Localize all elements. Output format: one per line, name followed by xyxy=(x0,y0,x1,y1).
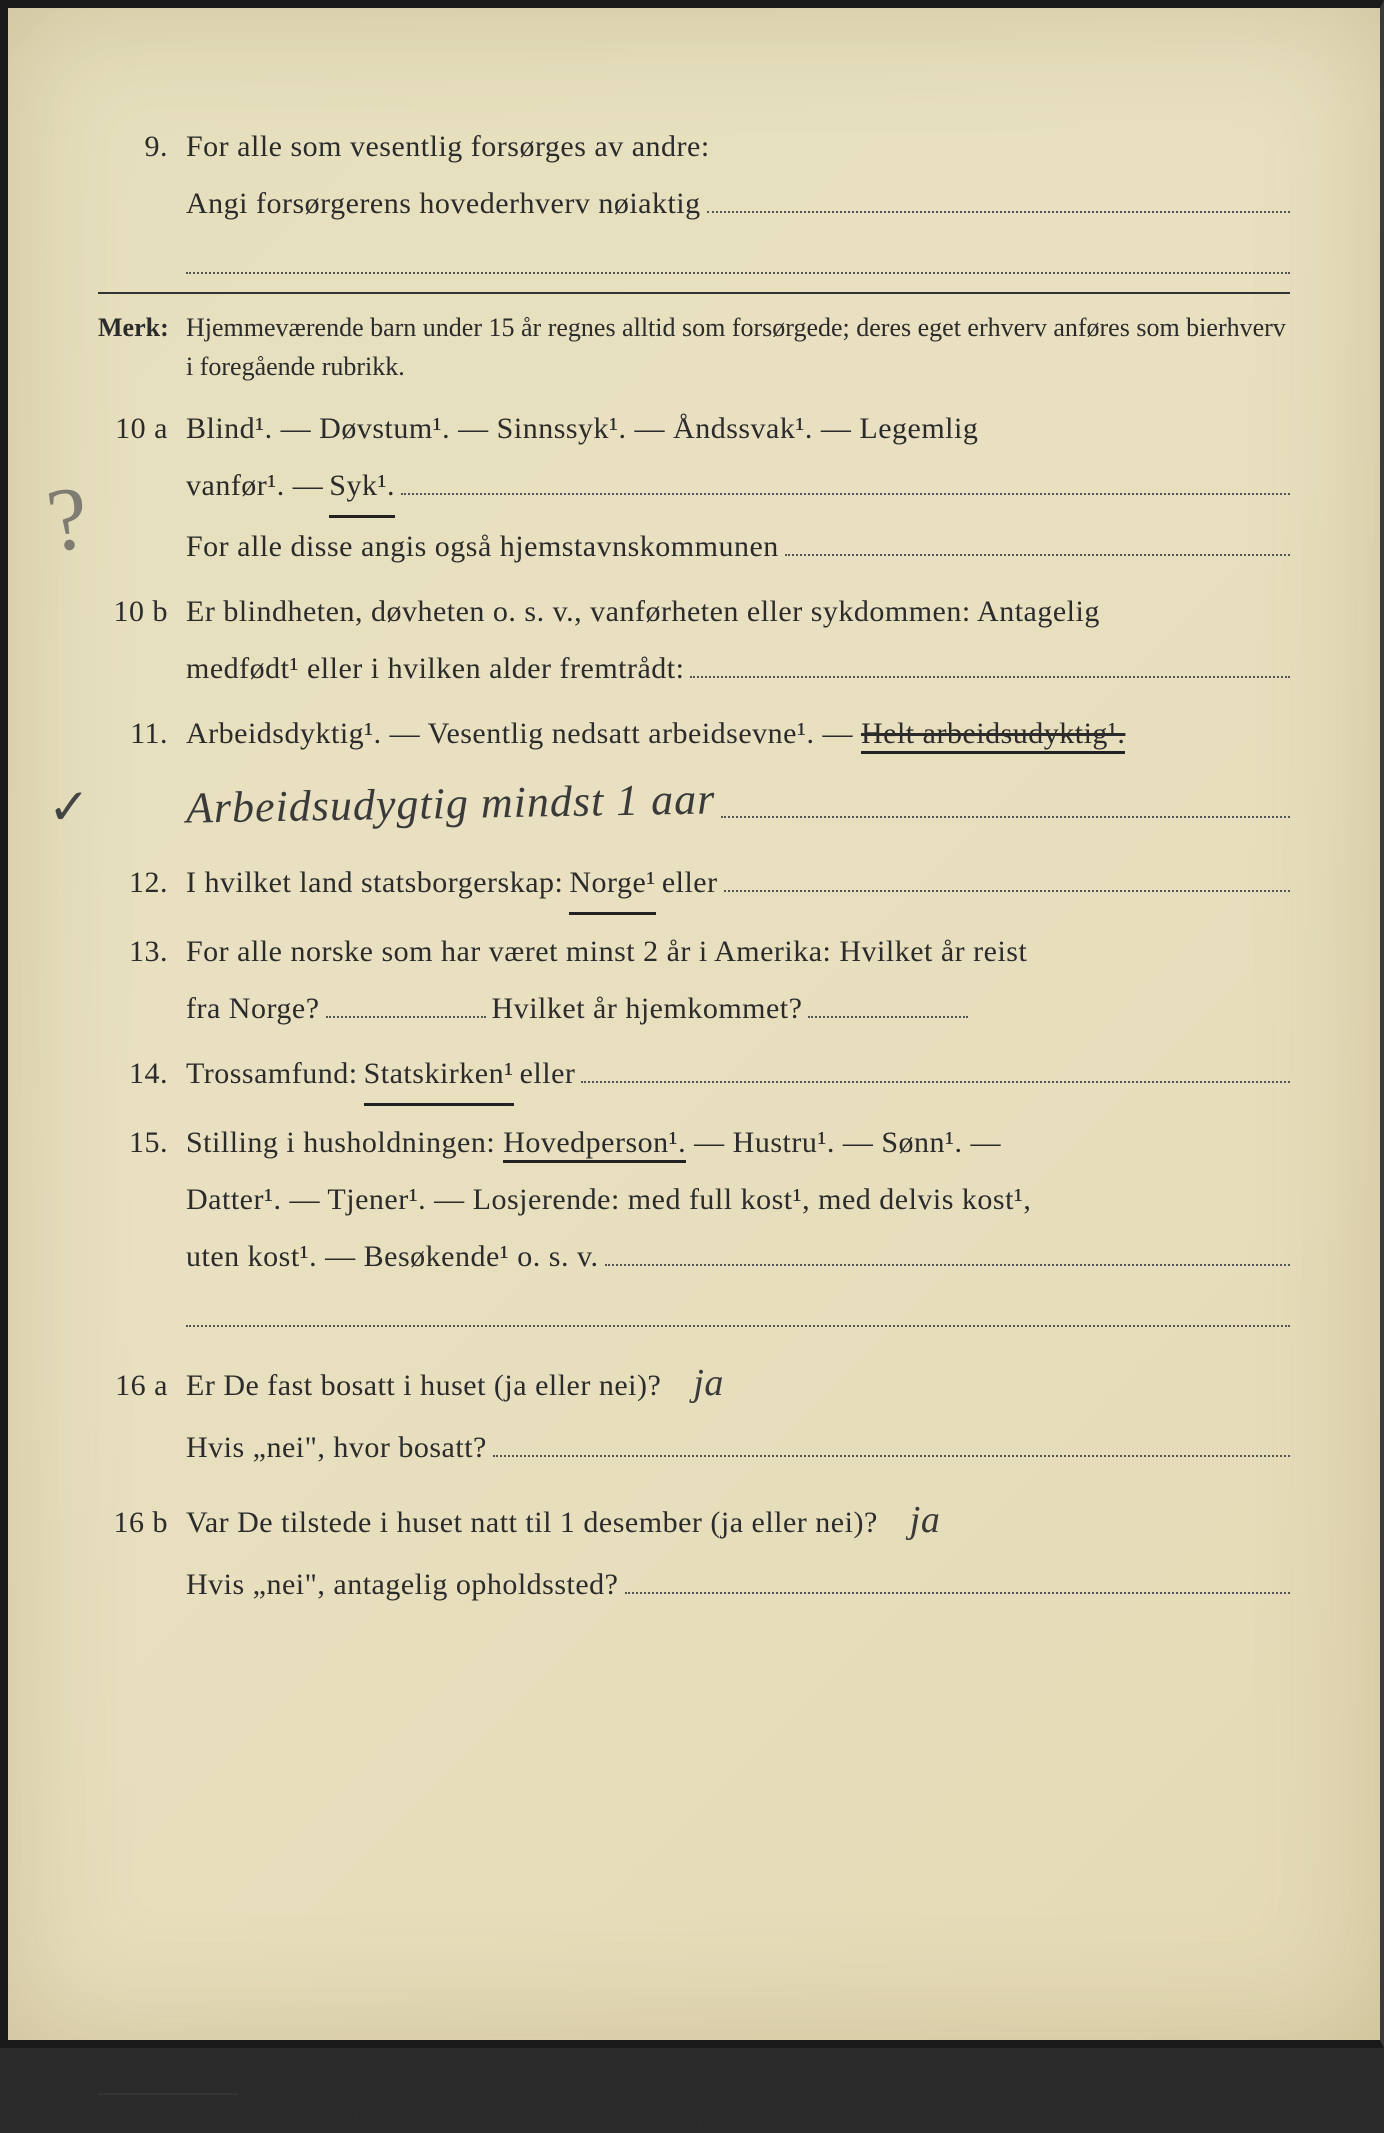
footnote: 1 Her kan svares ved tydelig understrekn… xyxy=(98,2101,1290,2133)
margin-scribble: ? xyxy=(41,466,95,574)
merk-text: Hjemmeværende barn under 15 år regnes al… xyxy=(186,308,1290,386)
footnote-text-a: Her kan svares ved xyxy=(119,2106,308,2132)
q10a-syk-selected: Syk¹. xyxy=(329,457,395,518)
q9-line1: For alle som vesentlig forsørges av andr… xyxy=(186,118,1290,175)
q13-line2b: Hvilket år hjemkommet? xyxy=(492,980,803,1037)
q11-handwritten-answer: Arbeidsudygtig mindst 1 aar xyxy=(185,757,716,850)
fill-line[interactable] xyxy=(785,524,1290,556)
fill-line[interactable] xyxy=(326,986,486,1018)
q11-struck-option: Helt arbeidsudyktig¹. xyxy=(861,717,1125,754)
note-merk: Merk: Hjemmeværende barn under 15 år reg… xyxy=(98,308,1290,386)
footnote-rule xyxy=(98,2093,238,2095)
q14-number: 14. xyxy=(98,1045,168,1102)
question-16a: 16 a Er De fast bosatt i huset (ja eller… xyxy=(98,1347,1290,1476)
q13-number: 13. xyxy=(98,923,168,980)
question-16b: 16 b Var De tilstede i huset natt til 1 … xyxy=(98,1484,1290,1613)
q16b-number: 16 b xyxy=(98,1494,168,1551)
q16a-number: 16 a xyxy=(98,1357,168,1414)
q13-line1: For alle norske som har været minst 2 år… xyxy=(186,923,1290,980)
question-10b: 10 b Er blindheten, døvheten o. s. v., v… xyxy=(98,583,1290,697)
q14-post: eller xyxy=(520,1045,576,1102)
q12-number: 12. xyxy=(98,854,168,911)
q10a-number: 10 a xyxy=(98,400,168,457)
q14-statskirken-selected: Statskirken¹ xyxy=(364,1045,514,1106)
q16a-answer: ja xyxy=(693,1347,724,1419)
fill-line[interactable] xyxy=(690,646,1290,678)
question-12: 12. I hvilket land statsborgerskap: Norg… xyxy=(98,854,1290,915)
q10b-line2: medfødt¹ eller i hvilken alder fremtrådt… xyxy=(186,640,684,697)
q13-line2a: fra Norge? xyxy=(186,980,320,1037)
q10b-number: 10 b xyxy=(98,583,168,640)
q15-line2: Datter¹. — Tjener¹. — Losjerende: med fu… xyxy=(186,1171,1290,1228)
fill-line[interactable] xyxy=(493,1425,1290,1457)
q12-pre: I hvilket land statsborgerskap: xyxy=(186,854,563,911)
question-13: 13. For alle norske som har været minst … xyxy=(98,923,1290,1037)
q10a-vanfor: vanfør¹. — xyxy=(186,457,323,514)
q9-line2: Angi forsørgerens hovederhverv nøiaktig xyxy=(186,175,701,232)
fill-line[interactable] xyxy=(721,786,1290,818)
q15-line3: uten kost¹. — Besøkende¹ o. s. v. xyxy=(186,1228,599,1285)
fill-line[interactable] xyxy=(605,1234,1290,1266)
q16a-question: Er De fast bosatt i huset (ja eller nei)… xyxy=(186,1357,661,1414)
q10a-options-line1: Blind¹. — Døvstum¹. — Sinnssyk¹. — Åndss… xyxy=(186,400,1290,457)
question-10a: 10 a Blind¹. — Døvstum¹. — Sinnssyk¹. — … xyxy=(98,400,1290,575)
q15-hovedperson-selected: Hovedperson¹. xyxy=(503,1126,686,1163)
q11-number: 11. xyxy=(98,705,168,762)
q10b-line1: Er blindheten, døvheten o. s. v., vanfør… xyxy=(186,583,1290,640)
q10a-line3: For alle disse angis også hjemstavnskomm… xyxy=(186,518,779,575)
fill-line[interactable] xyxy=(186,236,1290,274)
fill-line[interactable] xyxy=(401,463,1290,495)
q16b-question: Var De tilstede i huset natt til 1 desem… xyxy=(186,1494,878,1551)
q15-pre: Stilling i husholdningen: xyxy=(186,1126,503,1159)
fill-line[interactable] xyxy=(625,1562,1291,1594)
question-14: 14. Trossamfund: Statskirken¹ eller xyxy=(98,1045,1290,1106)
fill-line[interactable] xyxy=(707,181,1290,213)
footnote-number: 1 xyxy=(98,2101,107,2121)
divider xyxy=(98,292,1290,294)
q14-pre: Trossamfund: xyxy=(186,1045,358,1102)
q12-norge-selected: Norge¹ xyxy=(569,854,655,915)
question-11: 11. Arbeidsdyktig¹. — Vesentlig nedsatt … xyxy=(98,705,1290,846)
footnote-text-b: tydelig understrekning av de ord som pas… xyxy=(308,2106,766,2132)
merk-label: Merk: xyxy=(98,308,168,386)
q16a-line2: Hvis „nei", hvor bosatt? xyxy=(186,1419,487,1476)
q16b-line2: Hvis „nei", antagelig opholdssted? xyxy=(186,1556,619,1613)
margin-tick: ✓ xyxy=(48,778,90,836)
question-9: 9. For alle som vesentlig forsørges av a… xyxy=(98,118,1290,274)
fill-line[interactable] xyxy=(724,860,1290,892)
q15-rest1: — Hustru¹. — Sønn¹. — xyxy=(694,1126,1001,1159)
fill-line[interactable] xyxy=(808,986,968,1018)
fill-line[interactable] xyxy=(186,1289,1290,1327)
q12-post: eller xyxy=(662,854,718,911)
q16b-answer: ja xyxy=(910,1484,941,1556)
q9-number: 9. xyxy=(98,118,168,175)
q15-number: 15. xyxy=(98,1114,168,1171)
q11-line1: Arbeidsdyktig¹. — Vesentlig nedsatt arbe… xyxy=(186,717,861,750)
fill-line[interactable] xyxy=(581,1051,1290,1083)
census-form-page: ? ✓ 9. For alle som vesentlig forsørges … xyxy=(0,0,1384,2048)
question-15: 15. Stilling i husholdningen: Hovedperso… xyxy=(98,1114,1290,1327)
